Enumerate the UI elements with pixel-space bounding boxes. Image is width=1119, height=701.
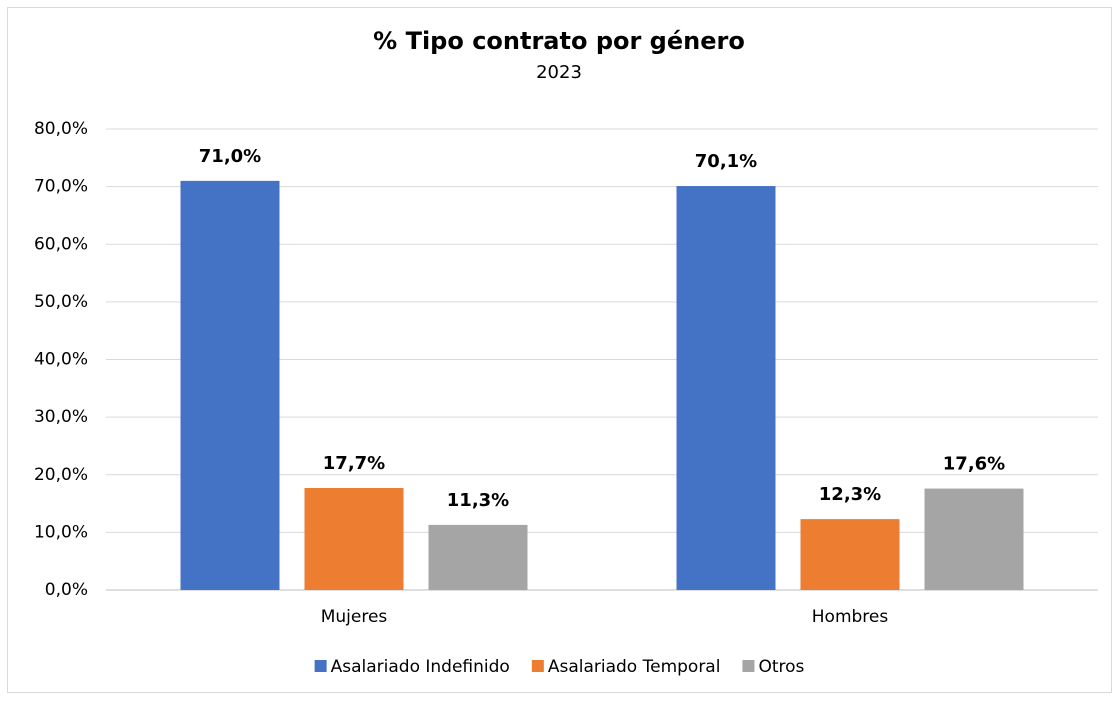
- chart-title: % Tipo contrato por género: [373, 27, 745, 55]
- y-tick-label: 60,0%: [34, 234, 88, 254]
- bar: [180, 180, 280, 591]
- value-label: 11,3%: [447, 490, 509, 511]
- y-tick-label: 0,0%: [45, 580, 88, 600]
- legend-swatch: [531, 660, 544, 672]
- legend-label: Otros: [758, 657, 804, 677]
- y-tick-label: 20,0%: [34, 465, 88, 485]
- value-label: 70,1%: [695, 151, 757, 172]
- y-tick-label: 50,0%: [34, 292, 88, 312]
- legend-label: Asalariado Temporal: [548, 657, 721, 677]
- value-label: 17,7%: [323, 453, 385, 474]
- legend-swatch: [314, 660, 327, 672]
- legend-swatch: [742, 660, 755, 672]
- value-label: 12,3%: [819, 484, 881, 505]
- bar: [800, 519, 900, 590]
- bar: [304, 488, 404, 590]
- chart-subtitle: 2023: [536, 62, 582, 83]
- bar: [924, 488, 1024, 590]
- y-tick-label: 40,0%: [34, 350, 88, 370]
- value-label: 17,6%: [943, 454, 1005, 475]
- y-tick-label: 70,0%: [34, 177, 88, 197]
- x-tick-label: Hombres: [812, 607, 889, 627]
- bar: [428, 524, 528, 590]
- y-tick-label: 10,0%: [34, 522, 88, 542]
- y-tick-label: 80,0%: [34, 119, 88, 139]
- y-tick-label: 30,0%: [34, 407, 88, 427]
- bar: [676, 186, 776, 590]
- value-label: 71,0%: [199, 146, 261, 167]
- legend-label: Asalariado Indefinido: [331, 657, 510, 677]
- x-tick-label: Mujeres: [321, 607, 388, 627]
